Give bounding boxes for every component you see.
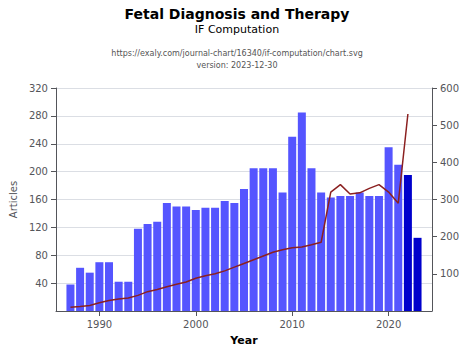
svg-text:80: 80 <box>35 250 48 261</box>
svg-text:160: 160 <box>29 194 48 205</box>
svg-text:280: 280 <box>29 110 48 121</box>
svg-text:100: 100 <box>440 268 459 279</box>
svg-text:Fetal Diagnosis and Therapy: Fetal Diagnosis and Therapy <box>125 6 350 22</box>
svg-text:200: 200 <box>440 231 459 242</box>
svg-text:2020: 2020 <box>376 319 401 330</box>
svg-text:https://exaly.com/journal-char: https://exaly.com/journal-chart/16340/if… <box>111 49 362 58</box>
svg-text:400: 400 <box>440 157 459 168</box>
svg-text:IF Computation: IF Computation <box>195 23 279 36</box>
svg-text:300: 300 <box>440 194 459 205</box>
svg-text:Year: Year <box>229 334 258 347</box>
svg-text:200: 200 <box>29 166 48 177</box>
svg-text:2010: 2010 <box>279 319 304 330</box>
svg-text:40: 40 <box>35 278 48 289</box>
svg-text:2000: 2000 <box>183 319 208 330</box>
svg-text:Articles: Articles <box>8 181 19 218</box>
svg-text:600: 600 <box>440 83 459 94</box>
svg-text:500: 500 <box>440 120 459 131</box>
svg-text:version: 2023-12-30: version: 2023-12-30 <box>196 61 277 70</box>
svg-text:120: 120 <box>29 222 48 233</box>
svg-text:320: 320 <box>29 83 48 94</box>
svg-text:1990: 1990 <box>87 319 112 330</box>
svg-text:240: 240 <box>29 138 48 149</box>
